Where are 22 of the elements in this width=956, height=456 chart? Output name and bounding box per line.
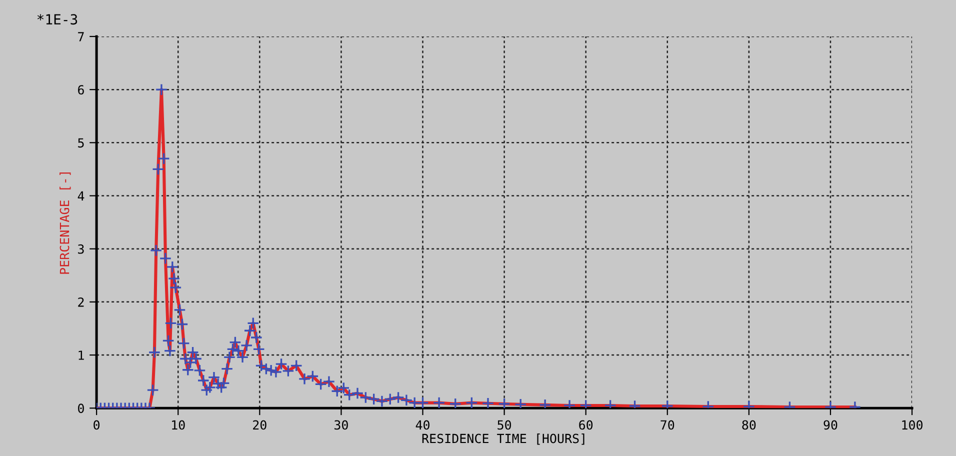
x-axis-title: RESIDENCE TIME [HOURS] bbox=[422, 434, 584, 445]
y-tick-label: 6 bbox=[78, 85, 84, 95]
y-tick-label: 5 bbox=[78, 138, 84, 148]
x-tick-label: 60 bbox=[579, 420, 593, 430]
y-axis-title: PERCENTAGE [-] bbox=[60, 172, 71, 274]
x-tick-label: 100 bbox=[902, 420, 922, 430]
y-tick-label: 3 bbox=[78, 244, 84, 254]
y-tick-label: 0 bbox=[78, 404, 84, 414]
x-tick-label: 10 bbox=[172, 420, 185, 430]
x-tick-label: 20 bbox=[253, 420, 266, 430]
y-tick-label: 7 bbox=[78, 32, 84, 42]
x-tick-label: 0 bbox=[94, 420, 100, 430]
text: *1E-3 bbox=[37, 14, 78, 25]
x-tick-label: 50 bbox=[498, 420, 512, 430]
y-tick-label: 2 bbox=[78, 297, 84, 307]
y-tick-label: 1 bbox=[78, 350, 84, 360]
x-tick-label: 90 bbox=[824, 420, 838, 430]
x-tick-label: 30 bbox=[334, 420, 348, 430]
x-tick-label: 80 bbox=[742, 420, 756, 430]
x-tick-label: 70 bbox=[660, 420, 674, 430]
y-tick-label: 4 bbox=[78, 191, 84, 201]
x-tick-label: 40 bbox=[416, 420, 430, 430]
